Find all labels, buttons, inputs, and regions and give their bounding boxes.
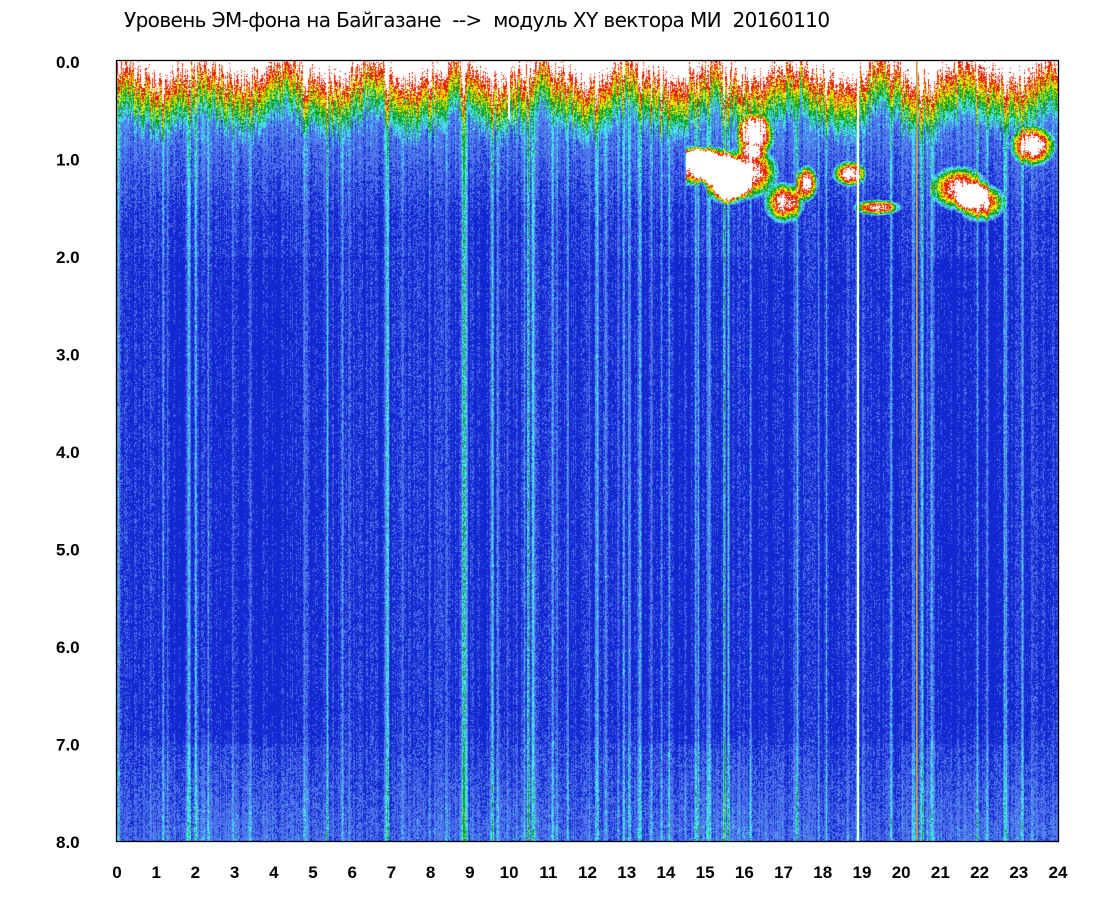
x-tick-label: 8 bbox=[426, 863, 435, 882]
x-tick-label: 2 bbox=[191, 863, 200, 882]
x-tick-label: 1 bbox=[151, 863, 160, 882]
x-tick-label: 14 bbox=[656, 863, 675, 882]
x-tick-label: 21 bbox=[931, 863, 950, 882]
x-tick-label: 11 bbox=[539, 863, 557, 882]
x-tick-label: 10 bbox=[500, 863, 519, 882]
y-tick-label: 0.0 bbox=[56, 53, 80, 72]
x-tick-label: 20 bbox=[892, 863, 911, 882]
x-tick-label: 5 bbox=[308, 863, 317, 882]
x-tick-label: 6 bbox=[348, 863, 357, 882]
x-tick-label: 22 bbox=[970, 863, 989, 882]
x-tick-label: 17 bbox=[774, 863, 793, 882]
x-tick-label: 4 bbox=[269, 863, 279, 882]
y-tick-label: 1.0 bbox=[56, 151, 80, 170]
x-tick-label: 16 bbox=[735, 863, 754, 882]
x-tick-label: 3 bbox=[230, 863, 239, 882]
x-tick-label: 13 bbox=[617, 863, 636, 882]
spectrogram-plot-area bbox=[117, 61, 1058, 841]
y-tick-label: 3.0 bbox=[56, 346, 80, 365]
x-tick-label: 18 bbox=[813, 863, 832, 882]
y-tick-label: 8.0 bbox=[56, 833, 80, 852]
x-tick-label: 0 bbox=[112, 863, 121, 882]
y-tick-label: 4.0 bbox=[56, 443, 80, 462]
y-tick-label: 6.0 bbox=[56, 638, 80, 657]
x-tick-label: 19 bbox=[852, 863, 871, 882]
x-tick-label: 23 bbox=[1009, 863, 1028, 882]
plot-frame bbox=[115, 59, 1060, 843]
x-tick-label: 15 bbox=[696, 863, 715, 882]
y-tick-label: 2.0 bbox=[56, 248, 80, 267]
y-tick-label: 7.0 bbox=[56, 736, 80, 755]
y-tick-label: 5.0 bbox=[56, 541, 80, 560]
x-axis-ticks: 0 1 2 3 4 5 6 7 8 9 10 11 12 13 14 15 16 17 18 19 20 21 22 23 24 bbox=[112, 863, 1068, 882]
chart-title: Уровень ЭМ-фона на Байгазане --> модуль … bbox=[124, 8, 830, 32]
special-columns bbox=[508, 61, 918, 841]
x-tick-label: 12 bbox=[578, 863, 597, 882]
x-tick-label: 9 bbox=[465, 863, 474, 882]
x-tick-label: 24 bbox=[1049, 863, 1068, 882]
x-tick-label: 7 bbox=[387, 863, 396, 882]
y-axis-ticks: 0.0 1.0 2.0 3.0 4.0 5.0 6.0 7.0 8.0 bbox=[56, 53, 80, 852]
